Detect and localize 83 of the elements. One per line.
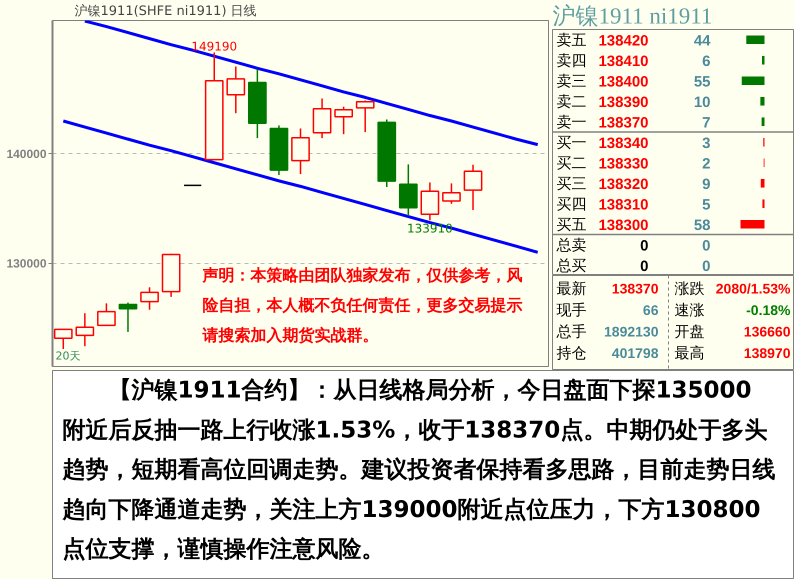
text: 1892130 bbox=[604, 324, 659, 340]
y2-tick-label: 138310 bbox=[598, 196, 649, 214]
category-label: 开盘 bbox=[674, 322, 704, 340]
y-tick-label: 卖二 bbox=[556, 92, 586, 110]
line-series bbox=[62, 120, 540, 254]
annotation: 声明：本策略由团队独家发布，仅供参考，风险自担，本人概不负任何责任，更多交易提示请搜索加入期货实战群。 bbox=[201, 265, 522, 345]
category-label: 最新 bbox=[556, 280, 586, 298]
y2-tick-label: 138330 bbox=[598, 155, 649, 172]
y-tick-label: 卖一 bbox=[556, 112, 586, 131]
text: 401798 bbox=[612, 345, 658, 361]
data-label: 0 bbox=[702, 237, 710, 254]
candlestick bbox=[140, 286, 159, 310]
candlestick bbox=[291, 128, 310, 175]
y2-tick-label: 138410 bbox=[598, 52, 649, 70]
candlestick bbox=[97, 302, 116, 326]
y-tick-label: 买五 bbox=[556, 215, 586, 234]
data-label: 2 bbox=[702, 155, 710, 172]
annotation: 133910 bbox=[406, 221, 453, 236]
category-label: 最高 bbox=[674, 344, 704, 362]
y2-tick-label: 138300 bbox=[598, 216, 649, 234]
y-tick-label: 买二 bbox=[556, 154, 586, 172]
candlestick bbox=[75, 312, 94, 347]
bar bbox=[760, 178, 764, 188]
candlestick bbox=[356, 100, 375, 133]
candlestick bbox=[442, 182, 461, 205]
candlestick bbox=[420, 182, 440, 222]
y2-tick-label: 138400 bbox=[598, 73, 649, 90]
line-series bbox=[83, 20, 540, 146]
data-label: 58 bbox=[694, 216, 711, 234]
data-label: 5 bbox=[702, 196, 710, 214]
y-tick-label: 买四 bbox=[556, 194, 586, 213]
text: 136660 bbox=[744, 324, 790, 340]
category-label: 总手 bbox=[556, 322, 586, 340]
y-tick-label: 卖五 bbox=[556, 30, 586, 49]
y-tick-label: 总买 bbox=[556, 256, 586, 274]
candlestick bbox=[334, 106, 354, 135]
y2-tick-label: 138340 bbox=[598, 134, 649, 152]
text: 138370 bbox=[612, 280, 658, 296]
y-tick-label: 卖三 bbox=[556, 72, 586, 90]
data-label: 3 bbox=[702, 134, 710, 152]
data-label: 7 bbox=[702, 114, 710, 132]
category-label: 涨跌 bbox=[674, 280, 704, 298]
y2-tick-label: 138320 bbox=[598, 176, 649, 193]
annotation: 20天 bbox=[56, 350, 80, 362]
candlestick bbox=[226, 66, 246, 114]
candlestick bbox=[312, 98, 332, 139]
category-label: 现手 bbox=[556, 301, 586, 319]
data-label: 55 bbox=[694, 73, 711, 90]
candlestick bbox=[464, 164, 482, 211]
candlestick bbox=[398, 164, 418, 217]
y2-tick-label: 0 bbox=[640, 258, 648, 275]
y-tick-label: 140000 bbox=[6, 146, 47, 161]
y2-tick-label: 0 bbox=[640, 237, 648, 254]
candlestick bbox=[54, 328, 73, 350]
text: 2080/1.53% bbox=[716, 280, 791, 296]
bar bbox=[746, 35, 764, 44]
text: 138970 bbox=[744, 345, 790, 361]
category-label: 速涨 bbox=[674, 301, 704, 319]
data-label: 9 bbox=[702, 176, 710, 193]
data-label: 10 bbox=[694, 94, 711, 111]
y-tick-label: 130000 bbox=[6, 256, 47, 271]
text: -0.18% bbox=[746, 302, 790, 318]
y-tick-label: 买三 bbox=[556, 174, 586, 192]
y-tick-label: 买一 bbox=[556, 133, 586, 152]
y2-tick-label: 138370 bbox=[598, 114, 649, 132]
bar bbox=[760, 96, 764, 106]
data-label: 0 bbox=[702, 258, 710, 275]
bar bbox=[740, 220, 764, 229]
candlestick bbox=[118, 302, 138, 333]
category-label: 持仓 bbox=[556, 344, 586, 362]
y2-tick-label: 138420 bbox=[598, 32, 649, 50]
text: 66 bbox=[642, 302, 659, 318]
y2-tick-label: 138390 bbox=[598, 94, 649, 111]
chart-title: 沪镍1911(SHFE ni1911) 日线 bbox=[74, 3, 257, 19]
annotation: 149190 bbox=[191, 39, 238, 54]
y-tick-label: 总卖 bbox=[556, 236, 586, 254]
bar bbox=[762, 117, 764, 126]
data-label: 6 bbox=[702, 52, 710, 70]
chart-title: 沪镍1911 ni1911 bbox=[552, 4, 712, 28]
text: 【沪镍1911合约】：从日线格局分析，今日盘面下探135000附近后反抽一路上行收涨1.53%，收于138370点。中期仍处于多头趋势，短期看高位回调走势。建议投资者保持看多思路，目前走势日线趋向下降通道走势，关注上方139000附近点位压力，下方130800点位支撑，谨慎操作注意风险。 bbox=[62, 376, 776, 563]
bar bbox=[742, 76, 764, 86]
y-tick-label: 卖四 bbox=[556, 51, 586, 70]
data-label: 44 bbox=[694, 32, 712, 50]
